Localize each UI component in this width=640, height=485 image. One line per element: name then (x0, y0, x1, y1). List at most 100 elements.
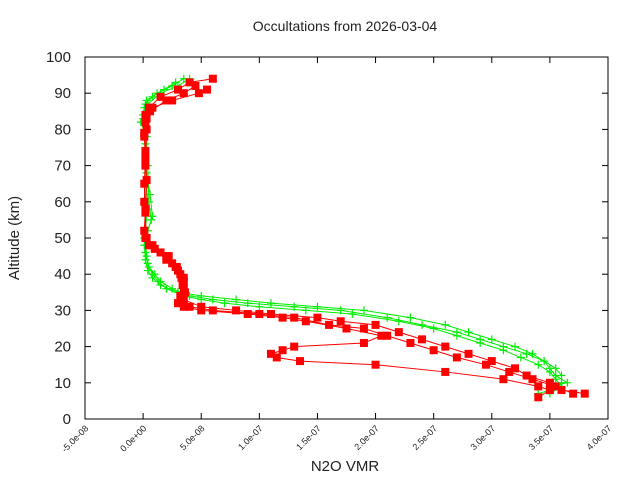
data-point-plus (301, 306, 310, 315)
data-point-plus (534, 360, 543, 369)
x-tick-label: 2.0e-07 (352, 423, 381, 452)
data-point-plus (429, 324, 438, 333)
data-point-square (580, 389, 589, 398)
x-tick-label: 0.0e+00 (118, 423, 148, 453)
data-point-square (185, 302, 194, 311)
data-point-plus (476, 338, 485, 347)
data-point-square (296, 357, 305, 366)
data-point-square (534, 382, 543, 391)
x-tick-label: 3.5e-07 (527, 423, 556, 452)
data-point-square (140, 129, 149, 138)
data-point-square (176, 291, 185, 300)
data-point-square (164, 252, 173, 261)
data-point-square (140, 197, 149, 206)
data-point-plus (528, 349, 537, 358)
data-point-square (377, 331, 386, 340)
data-point-plus (516, 353, 525, 362)
data-point-square (243, 310, 252, 319)
data-point-square (528, 375, 537, 384)
data-point-plus (511, 342, 520, 351)
data-point-square (141, 208, 150, 217)
data-point-plus (464, 328, 473, 337)
data-point-plus (232, 295, 241, 304)
data-point-plus (197, 295, 206, 304)
x-tick-label: 5.0e-08 (178, 423, 207, 452)
y-tick-label: 30 (54, 302, 71, 319)
data-point-square (569, 389, 578, 398)
data-point-plus (499, 346, 508, 355)
chart-title: Occultations from 2026-03-04 (253, 18, 438, 34)
data-point-plus (141, 248, 150, 257)
data-point-plus (487, 335, 496, 344)
data-point-plus (143, 259, 152, 268)
y-tick-label: 0 (63, 411, 71, 428)
data-point-plus (255, 302, 264, 311)
data-point-square (406, 338, 415, 347)
data-point-square (359, 338, 368, 347)
data-point-plus (452, 331, 461, 340)
data-point-square (191, 81, 200, 90)
series-line (142, 81, 569, 387)
data-point-square (208, 306, 217, 315)
plot-area (136, 74, 589, 402)
data-point-square (418, 335, 427, 344)
data-point-square (342, 324, 351, 333)
x-tick-label: 2.5e-07 (410, 423, 439, 452)
series-line (142, 78, 563, 395)
y-axis-label: Altitude (km) (6, 196, 23, 280)
data-point-square (325, 320, 334, 329)
x-tick-label: 3.0e-07 (469, 423, 498, 452)
data-point-square (197, 306, 206, 315)
data-point-square (173, 299, 182, 308)
data-point-square (522, 371, 531, 380)
data-point-square (452, 353, 461, 362)
data-point-square (185, 78, 194, 87)
data-point-square (140, 226, 149, 235)
data-point-square (481, 360, 490, 369)
data-point-square (278, 346, 287, 355)
y-tick-label: 40 (54, 266, 71, 283)
data-point-square (168, 96, 177, 105)
data-point-square (177, 273, 186, 282)
data-point-square (178, 281, 187, 290)
data-point-square (371, 360, 380, 369)
data-point-square (290, 342, 299, 351)
data-point-square (266, 349, 275, 358)
data-point-square (336, 317, 345, 326)
y-tick-label: 20 (54, 339, 71, 356)
data-point-square (208, 74, 217, 83)
y-tick-label: 80 (54, 121, 71, 138)
data-point-plus (220, 299, 229, 308)
series-4 (140, 81, 578, 398)
data-point-square (545, 386, 554, 395)
data-point-plus (545, 367, 554, 376)
data-point-square (441, 342, 450, 351)
data-point-plus (148, 270, 157, 279)
data-point-square (194, 89, 203, 98)
data-point-square (313, 313, 322, 322)
y-tick-label: 100 (46, 49, 71, 66)
data-point-square (464, 349, 473, 358)
data-point-square (278, 313, 287, 322)
series-5 (140, 85, 554, 402)
data-point-square (142, 114, 151, 123)
data-point-square (141, 234, 150, 242)
data-point-plus (348, 310, 357, 319)
data-point-square (545, 378, 554, 387)
series-2 (139, 74, 566, 398)
data-point-square (162, 96, 171, 105)
data-point-square (179, 302, 188, 311)
data-point-square (499, 375, 508, 384)
data-point-square (203, 85, 212, 94)
plot-frame (84, 56, 609, 420)
data-point-square (551, 382, 560, 391)
y-tick-label: 70 (54, 158, 71, 175)
y-tick-label: 60 (54, 194, 71, 211)
data-point-square (156, 92, 165, 101)
data-point-plus (313, 302, 322, 311)
data-point-square (232, 306, 241, 315)
data-point-square (148, 241, 157, 250)
data-point-square (511, 364, 520, 373)
